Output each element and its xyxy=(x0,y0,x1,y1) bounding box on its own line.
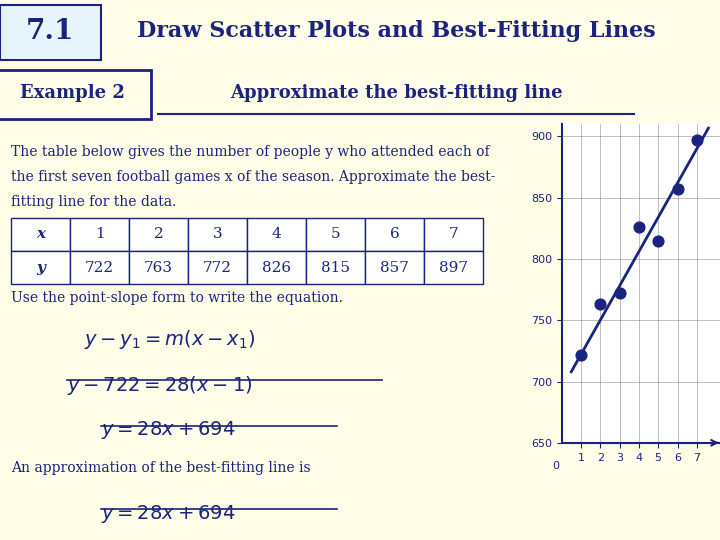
FancyBboxPatch shape xyxy=(0,70,151,119)
Point xyxy=(613,289,625,298)
Text: $y = 28x + 694$: $y = 28x + 694$ xyxy=(101,503,235,524)
FancyBboxPatch shape xyxy=(12,218,71,251)
Text: y: y xyxy=(36,261,45,275)
Text: 772: 772 xyxy=(203,261,232,275)
Text: x: x xyxy=(36,227,45,241)
Text: 763: 763 xyxy=(144,261,173,275)
FancyBboxPatch shape xyxy=(365,251,424,284)
FancyBboxPatch shape xyxy=(365,218,424,251)
Text: 4: 4 xyxy=(271,227,282,241)
Text: Approximate the best-fitting line: Approximate the best-fitting line xyxy=(230,84,562,102)
Text: the first seven football games x of the season. Approximate the best-: the first seven football games x of the … xyxy=(12,170,496,184)
Text: 826: 826 xyxy=(262,261,291,275)
Text: 0: 0 xyxy=(552,461,559,471)
Text: 1: 1 xyxy=(95,227,104,241)
Text: 897: 897 xyxy=(439,261,468,275)
Text: $y - 722  = 28(x - 1)$: $y - 722 = 28(x - 1)$ xyxy=(68,374,253,397)
FancyBboxPatch shape xyxy=(188,218,247,251)
Text: 722: 722 xyxy=(85,261,114,275)
Text: 2: 2 xyxy=(154,227,163,241)
Text: $y - y_1 = m(x - x_1)$: $y - y_1 = m(x - x_1)$ xyxy=(84,328,256,351)
Text: 7: 7 xyxy=(449,227,459,241)
Point xyxy=(652,237,664,245)
FancyBboxPatch shape xyxy=(129,251,188,284)
FancyBboxPatch shape xyxy=(306,218,365,251)
FancyBboxPatch shape xyxy=(129,218,188,251)
Text: 815: 815 xyxy=(321,261,350,275)
Text: 6: 6 xyxy=(390,227,400,241)
Text: $y = 28x + 694$: $y = 28x + 694$ xyxy=(101,420,235,441)
FancyBboxPatch shape xyxy=(424,218,483,251)
Text: Draw Scatter Plots and Best-Fitting Lines: Draw Scatter Plots and Best-Fitting Line… xyxy=(137,20,655,42)
FancyBboxPatch shape xyxy=(12,251,71,284)
Point xyxy=(595,300,606,309)
Text: Use the point-slope form to write the equation.: Use the point-slope form to write the eq… xyxy=(12,291,343,305)
Text: 5: 5 xyxy=(330,227,341,241)
FancyBboxPatch shape xyxy=(71,251,129,284)
Point xyxy=(691,136,703,144)
Text: 3: 3 xyxy=(213,227,222,241)
Point xyxy=(575,350,587,359)
Text: 857: 857 xyxy=(380,261,409,275)
Text: The table below gives the number of people y who attended each of: The table below gives the number of peop… xyxy=(12,145,490,159)
Point xyxy=(672,185,683,193)
FancyBboxPatch shape xyxy=(247,251,306,284)
Text: Example 2: Example 2 xyxy=(19,84,125,102)
FancyBboxPatch shape xyxy=(424,251,483,284)
Text: fitting line for the data.: fitting line for the data. xyxy=(12,195,176,209)
FancyBboxPatch shape xyxy=(188,251,247,284)
Point xyxy=(633,223,644,232)
Text: An approximation of the best-fitting line is: An approximation of the best-fitting lin… xyxy=(12,461,311,475)
FancyBboxPatch shape xyxy=(306,251,365,284)
FancyBboxPatch shape xyxy=(71,218,129,251)
FancyBboxPatch shape xyxy=(0,4,101,60)
FancyBboxPatch shape xyxy=(247,218,306,251)
Text: 7.1: 7.1 xyxy=(26,18,75,45)
